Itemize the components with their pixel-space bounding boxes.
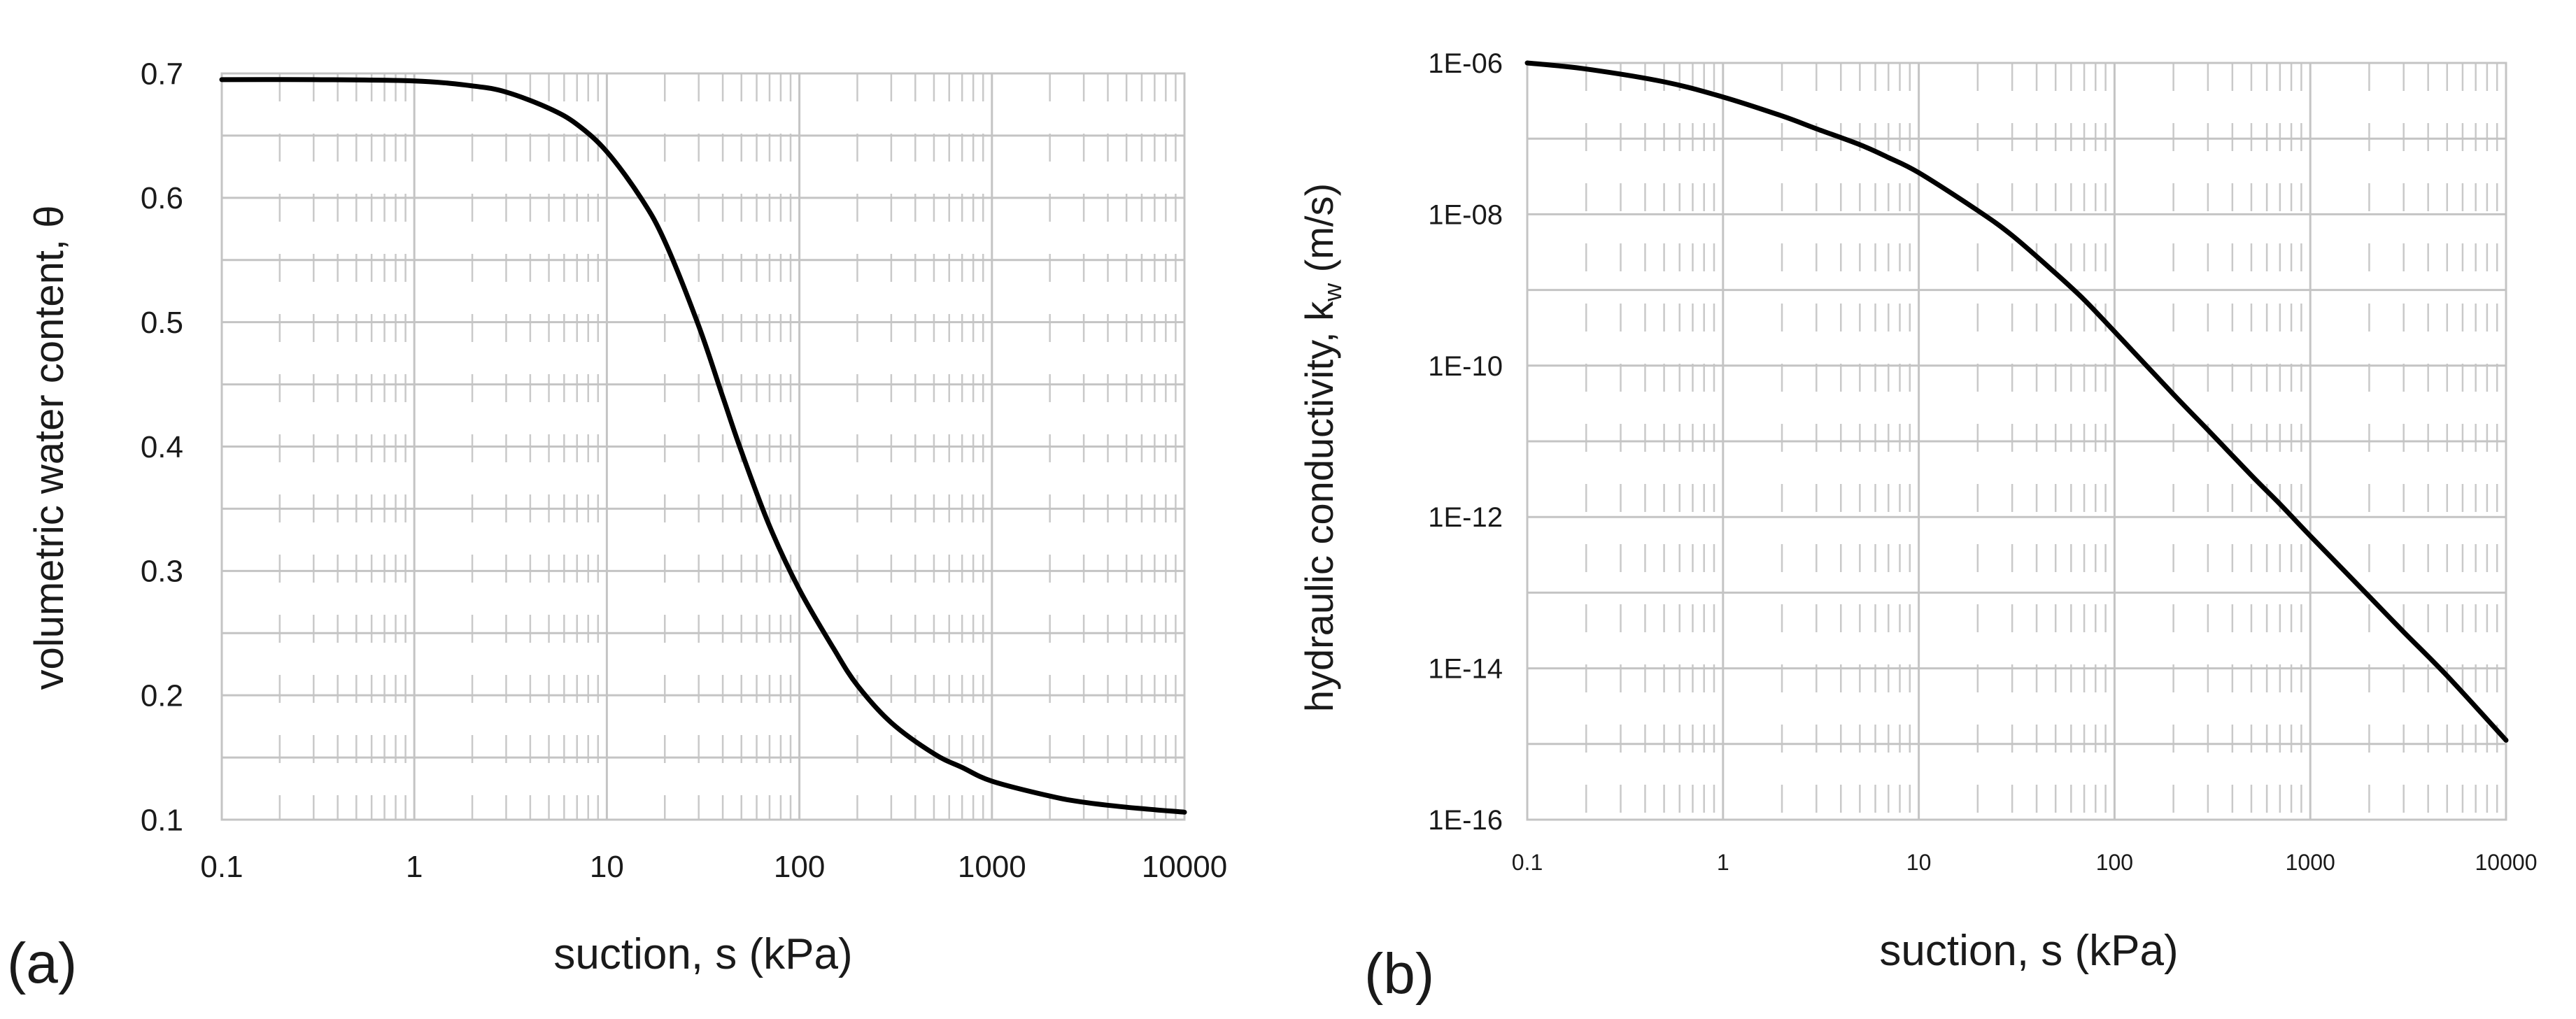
b-x-tick-label: 0.1	[1512, 850, 1543, 875]
b-x-tick-label: 1000	[2286, 850, 2335, 875]
b-y-tick-label: 1E-14	[1428, 654, 1503, 685]
b-y-tick-label: 1E-16	[1428, 805, 1503, 836]
panel-b-y-label-subscript: w	[1318, 283, 1347, 302]
b-x-tick-label: 10000	[2475, 850, 2538, 875]
a-x-tick-label: 10000	[1142, 850, 1227, 884]
b-series-line	[1524, 60, 2509, 743]
a-series-line	[219, 77, 1187, 815]
panel-b-curve-group	[1524, 60, 2509, 743]
a-x-tick-label: 1	[406, 850, 423, 884]
panel-a-label: (a)	[7, 932, 77, 995]
panel-a-x-axis-label: suction, s (kPa)	[553, 930, 852, 978]
panel-b-conductivity-chart: 1E-16 1E-14 1E-12 1E-10 1E-08 1E-06 0.1 1 10 100…	[1297, 48, 2537, 1006]
panel-a-major-gridlines	[220, 72, 1186, 821]
panel-b-y-axis-label: hydraulic conductivity, kw (m/s)	[1297, 183, 1347, 712]
b-plot-area-border	[1526, 62, 2507, 821]
panel-a-y-axis-label: volumetric water content, θ	[27, 205, 72, 690]
a-y-tick-label: 0.7	[141, 57, 183, 91]
a-x-tick-label: 100	[774, 850, 825, 884]
a-y-tick-label: 0.3	[141, 555, 183, 589]
b-y-tick-label: 1E-12	[1428, 502, 1503, 533]
a-y-tick-label: 0.1	[141, 803, 183, 837]
panel-b-x-axis-label: suction, s (kPa)	[1879, 927, 2178, 975]
a-y-tick-label: 0.6	[141, 181, 183, 215]
panel-b-major-gridlines	[1526, 62, 2507, 821]
a-y-tick-label: 0.2	[141, 679, 183, 713]
panel-b-plot-frame	[1526, 62, 2507, 821]
a-y-tick-label: 0.5	[141, 306, 183, 340]
a-plot-area-border	[220, 72, 1186, 821]
b-y-tick-label: 1E-10	[1428, 351, 1503, 382]
a-y-tick-label: 0.4	[141, 430, 183, 464]
panel-a-x-tick-labels: 0.1 1 10 100 1000 10000	[200, 850, 1227, 884]
panel-a-water-retention-chart: 0.1 0.2 0.3 0.4 0.5 0.6 0.7 0.1 1 10 100 1000 10000…	[7, 57, 1227, 995]
b-y-tick-label: 1E-08	[1428, 199, 1503, 230]
panel-b-y-label-unit: (m/s)	[1297, 183, 1341, 283]
panel-a-plot-frame	[220, 72, 1186, 821]
b-y-tick-label: 1E-06	[1428, 48, 1503, 79]
panel-a-y-tick-labels: 0.1 0.2 0.3 0.4 0.5 0.6 0.7	[141, 57, 183, 837]
b-x-tick-label: 10	[1906, 850, 1932, 875]
a-x-tick-label: 10	[590, 850, 624, 884]
b-x-tick-label: 100	[2096, 850, 2133, 875]
b-x-tick-label: 1	[1717, 850, 1729, 875]
panel-b-y-tick-labels: 1E-16 1E-14 1E-12 1E-10 1E-08 1E-06	[1428, 48, 1503, 836]
panel-b-x-tick-labels: 0.1 1 10 100 1000 10000	[1512, 850, 2538, 875]
a-x-tick-label: 1000	[958, 850, 1026, 884]
panel-a-curve-group	[219, 77, 1187, 815]
panel-b-label: (b)	[1364, 942, 1434, 1006]
panel-b-y-label-main: hydraulic conductivity, k	[1297, 301, 1341, 712]
a-x-tick-label: 0.1	[200, 850, 243, 884]
